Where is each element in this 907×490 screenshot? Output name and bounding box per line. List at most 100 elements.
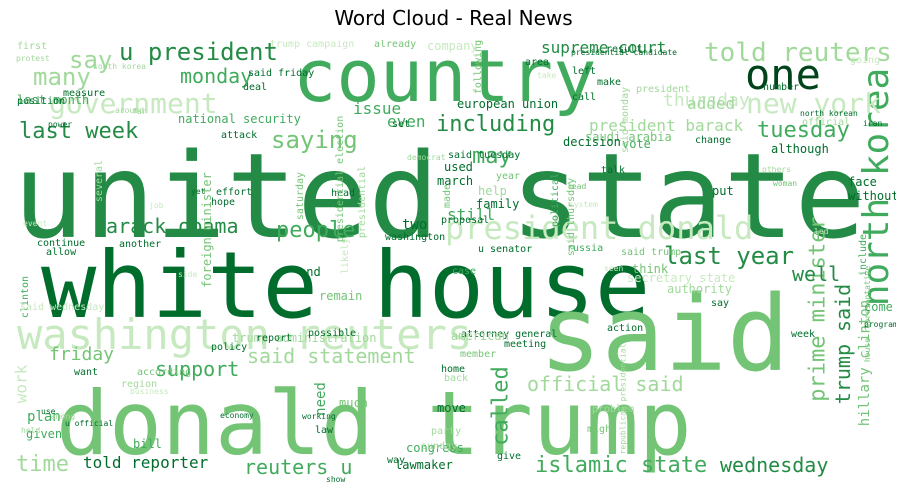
word-last-month: last month (17, 93, 90, 107)
word-many: many (33, 63, 91, 91)
word-among: among (51, 412, 76, 421)
word-without: without (848, 189, 896, 203)
word-secretary-state: secretary state (627, 271, 736, 285)
word-president: president (636, 84, 691, 95)
word-attack: attack (221, 130, 258, 141)
word-president-barack: president barack (589, 116, 744, 135)
word-number: number (763, 82, 800, 93)
word-around: around (115, 106, 144, 115)
word-democrat: democrat (407, 153, 446, 162)
word-lead: lead (567, 182, 587, 191)
word-friday: friday (49, 344, 115, 365)
word-say: say (711, 298, 730, 309)
word-thursday: thursday (663, 90, 750, 111)
figure-title: Word Cloud - Real News (334, 6, 573, 30)
word-although: although (771, 142, 829, 156)
word-march: march (437, 174, 474, 188)
word-make: make (597, 77, 622, 88)
word-much: much (339, 396, 368, 410)
word-week: week (791, 329, 816, 340)
word-company: company (427, 40, 478, 53)
word-south-korea: south korea (93, 62, 146, 71)
word-already: already (374, 40, 417, 50)
word-attorney-general: attorney general (461, 329, 558, 340)
word-law: law (315, 425, 334, 436)
word-told-reporter: told reporter (83, 453, 209, 472)
word-presidential: presidential (357, 165, 369, 239)
word-seen: seen (604, 264, 624, 273)
word-saturday: saturday (295, 171, 307, 221)
word-last-year: last year (664, 242, 795, 270)
word-official: official (802, 117, 851, 128)
word-woman: woman (773, 179, 798, 188)
word-given: given (26, 427, 63, 441)
word-another: another (119, 239, 162, 250)
word-support: support (155, 357, 240, 381)
word-authority: authority (667, 282, 733, 296)
word-change: change (695, 135, 732, 146)
word-last-week: last week (19, 119, 139, 144)
word-take: take (537, 71, 557, 80)
word-left: left (572, 66, 597, 77)
word-time: time (16, 452, 69, 477)
word-action: action (607, 323, 644, 334)
word-others: others (762, 165, 791, 174)
word-way: way (387, 455, 406, 466)
word-yet: yet (191, 187, 206, 196)
word-problem: problem (592, 404, 635, 415)
word-power: power (48, 120, 73, 129)
word-political: political (550, 172, 562, 228)
word-home: home (441, 364, 466, 375)
word-move: move (437, 401, 466, 415)
word-protest: protest (16, 54, 50, 63)
word-said: said (539, 273, 790, 395)
word-program: program (864, 320, 896, 329)
word-policy: policy (211, 342, 248, 353)
word-sunday: sunday (421, 441, 458, 452)
word-congress: congress (406, 441, 464, 455)
word-help: help (478, 184, 507, 198)
word-face: face (848, 175, 877, 189)
word-washington: washington (385, 232, 446, 243)
word-reuters-u: reuters u (244, 455, 353, 479)
word-new-york: new york (746, 87, 881, 120)
word-might: might (587, 424, 618, 435)
word-need: need (312, 382, 329, 416)
word-possible: possible (308, 328, 357, 339)
word-bill: bill (133, 437, 162, 451)
word-one: one (745, 50, 821, 99)
word-said-wednesday: said wednesday (20, 302, 105, 313)
word-going: going (850, 55, 881, 66)
word-cloud: united state white house donald trump said c… (11, 40, 896, 482)
word-economy: economy (220, 411, 254, 420)
word-supreme-court: supreme court (541, 40, 667, 57)
word-said-trump: said trump (621, 247, 682, 258)
word-decision: decision (563, 135, 621, 149)
word-presidential-candidate: presidential candidate (571, 48, 677, 57)
word-said-tuesday: said tuesday (448, 150, 521, 161)
word-say: say (69, 46, 113, 74)
word-working: working (302, 412, 336, 421)
word-still: still (447, 205, 496, 224)
word-people: people (276, 218, 356, 243)
word-russia: russia (567, 243, 604, 254)
word-area: area (525, 57, 550, 68)
word-saying: saying (271, 126, 358, 154)
word-lawmaker: lawmaker (395, 458, 453, 472)
word-american: american (451, 329, 509, 343)
word-business: business (130, 387, 169, 396)
word-said-monday: said monday (620, 86, 632, 154)
word-house-representative: house representative (863, 265, 873, 363)
word-want: want (74, 367, 99, 378)
word-vote: vote (622, 137, 651, 151)
word-result: result (606, 44, 643, 55)
word-job: job (149, 201, 164, 210)
word-told-reuters: told reuters (704, 40, 892, 68)
word-national-security: national security (178, 112, 301, 126)
word-report: report (256, 333, 293, 344)
word-several: several (94, 159, 106, 203)
word-region: region (121, 379, 158, 390)
word-prime-minister: prime minister (805, 215, 831, 402)
word-trump-administration: trump administration (232, 331, 377, 345)
word-call: call (572, 92, 597, 103)
